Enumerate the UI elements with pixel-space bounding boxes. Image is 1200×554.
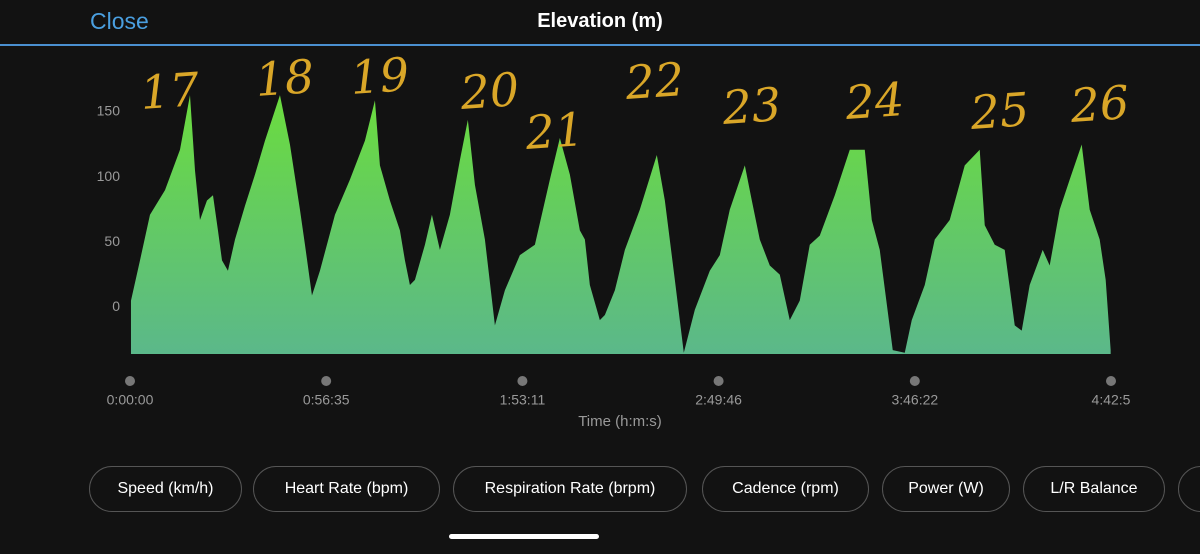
chart: Time (h:m:s) 0 50 100 150 0:00:00 0:56:35 1:53… (97, 47, 1131, 430)
x-tick-label: 4:42:5 (1092, 392, 1131, 408)
metric-button[interactable]: Cadence (rpm) (702, 466, 869, 512)
metric-button[interactable]: Speed (km/h) (89, 466, 242, 512)
chart-title: Elevation (m) (537, 10, 663, 32)
x-tick-mark (1106, 376, 1116, 386)
metric-button[interactable]: Heart Rate (bpm) (253, 466, 440, 512)
y-tick-label: 50 (104, 233, 120, 249)
button-partial[interactable] (1178, 466, 1200, 512)
header-rule (0, 44, 1200, 46)
handwritten-annotation: 24 (843, 72, 906, 130)
handwritten-annotation: 23 (720, 77, 783, 135)
handwritten-annotation: 26 (1068, 75, 1131, 133)
metric-button[interactable]: Power (W) (882, 466, 1010, 512)
x-tick-mark (321, 376, 332, 386)
x-tick-label: 1:53:11 (500, 392, 546, 408)
y-tick-label: 150 (97, 103, 121, 119)
x-tick-label: 3:46:22 (891, 392, 938, 408)
home-indicator (449, 534, 599, 539)
close-button[interactable]: Close (90, 8, 149, 34)
metric-button[interactable]: L/R Balance (1023, 466, 1165, 512)
x-tick-mark (125, 376, 135, 386)
x-tick-label: 2:49:46 (695, 392, 742, 408)
elevation-area (130, 95, 1111, 354)
handwritten-annotation: 25 (968, 82, 1031, 140)
handwritten-annotation: 18 (254, 49, 316, 107)
handwritten-annotation: 17 (139, 62, 202, 120)
x-tick-mark (713, 376, 724, 386)
x-tick-mark (909, 376, 920, 386)
y-tick-label: 100 (97, 168, 121, 184)
metric-button[interactable]: Respiration Rate (brpm) (453, 466, 687, 512)
handwritten-annotation: 21 (523, 102, 586, 160)
handwritten-annotation: 19 (349, 47, 411, 105)
handwritten-annotation: 20 (458, 62, 521, 120)
x-tick-label: 0:56:35 (303, 392, 350, 408)
x-axis-title: Time (h:m:s) (578, 413, 662, 430)
x-tick-label: 0:00:00 (107, 392, 154, 408)
y-tick-label: 0 (112, 298, 120, 314)
x-tick-mark (517, 376, 528, 386)
handwritten-annotation: 22 (623, 52, 686, 110)
